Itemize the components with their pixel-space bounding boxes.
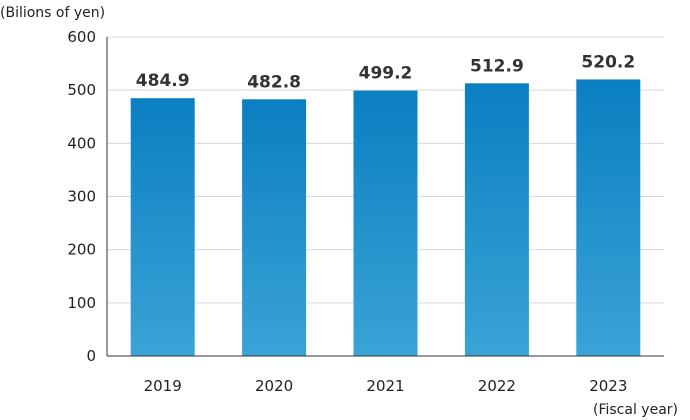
y-tick-label: 400 — [67, 134, 96, 152]
bar-2020 — [242, 99, 307, 356]
y-tick-label: 200 — [67, 241, 96, 259]
x-tick-label: 2022 — [478, 377, 516, 395]
x-axis-title: (Fiscal year) — [593, 402, 678, 418]
y-tick-label: 600 — [67, 28, 96, 46]
x-tick-label: 2020 — [255, 377, 293, 395]
y-tick-labels: 0 100 200 300 400 500 600 — [67, 28, 96, 365]
bar-2021 — [353, 90, 418, 356]
data-labels: 484.9 482.8 499.2 512.9 520.2 — [136, 52, 635, 92]
data-label-2021: 499.2 — [359, 64, 413, 84]
data-label-2019: 484.9 — [136, 71, 190, 91]
bar-2022 — [464, 83, 529, 356]
bar-2023 — [576, 79, 641, 356]
y-tick-label: 0 — [86, 347, 96, 365]
x-tick-labels: 2019 2020 2021 2022 2023 — [144, 377, 628, 395]
x-tick-label: 2019 — [144, 377, 182, 395]
x-tick-label: 2021 — [366, 377, 404, 395]
y-tick-label: 100 — [67, 294, 96, 312]
data-label-2020: 482.8 — [247, 72, 301, 92]
x-tick-label: 2023 — [589, 377, 627, 395]
bar-2019 — [130, 98, 195, 357]
y-tick-label: 300 — [67, 188, 96, 206]
y-axis-title: (Bilions of yen) — [0, 5, 105, 21]
bars — [130, 79, 641, 357]
data-label-2022: 512.9 — [470, 56, 524, 76]
y-tick-label: 500 — [67, 81, 96, 99]
data-label-2023: 520.2 — [581, 52, 635, 72]
